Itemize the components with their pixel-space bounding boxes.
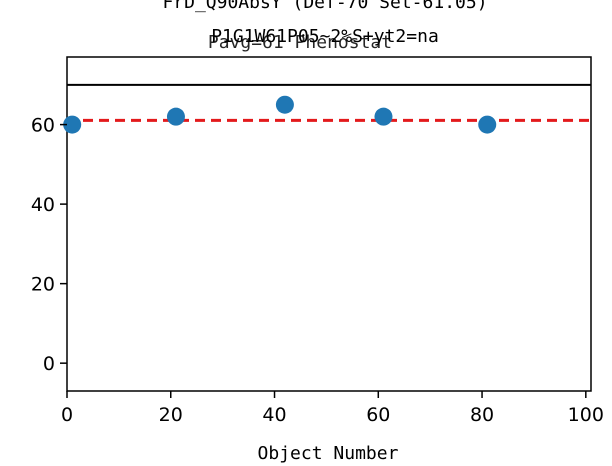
- x-axis: 0 20 40 60 80 100: [61, 391, 604, 426]
- x-axis-label: Object Number: [258, 443, 399, 464]
- y-tick-label: 0: [43, 353, 55, 375]
- data-point: [275, 95, 294, 114]
- x-tick-label: 80: [470, 404, 494, 426]
- x-tick-label: 40: [262, 404, 286, 426]
- chart-title-group: FrD_Q90AbsY (Def-70 Set-61.05) P1G1W61P0…: [162, 0, 487, 53]
- data-point: [166, 107, 185, 126]
- x-tick-label: 0: [61, 404, 73, 426]
- data-point: [374, 107, 393, 126]
- y-tick-label: 40: [31, 194, 55, 216]
- y-tick-label: 20: [31, 274, 55, 296]
- plot-frame: [66, 56, 592, 392]
- plot-area: [66, 56, 592, 392]
- data-point: [63, 115, 82, 134]
- reference-lines: [67, 83, 591, 122]
- y-tick-label: 60: [31, 115, 55, 137]
- x-tick-label: 60: [366, 404, 390, 426]
- chart-title-line-2: P1G1W61P05~2%S+yt2=na: [211, 26, 439, 47]
- x-tick-label: 20: [159, 404, 183, 426]
- data-point: [478, 115, 497, 134]
- scatter-points: [63, 95, 497, 134]
- x-tick-label: 100: [568, 404, 604, 426]
- chart-title-line-3: Pavg=61 Phenostat: [208, 32, 392, 53]
- y-axis: 0 20 40 60: [31, 115, 67, 375]
- chart-title-line-1: FrD_Q90AbsY (Def-70 Set-61.05): [162, 0, 487, 13]
